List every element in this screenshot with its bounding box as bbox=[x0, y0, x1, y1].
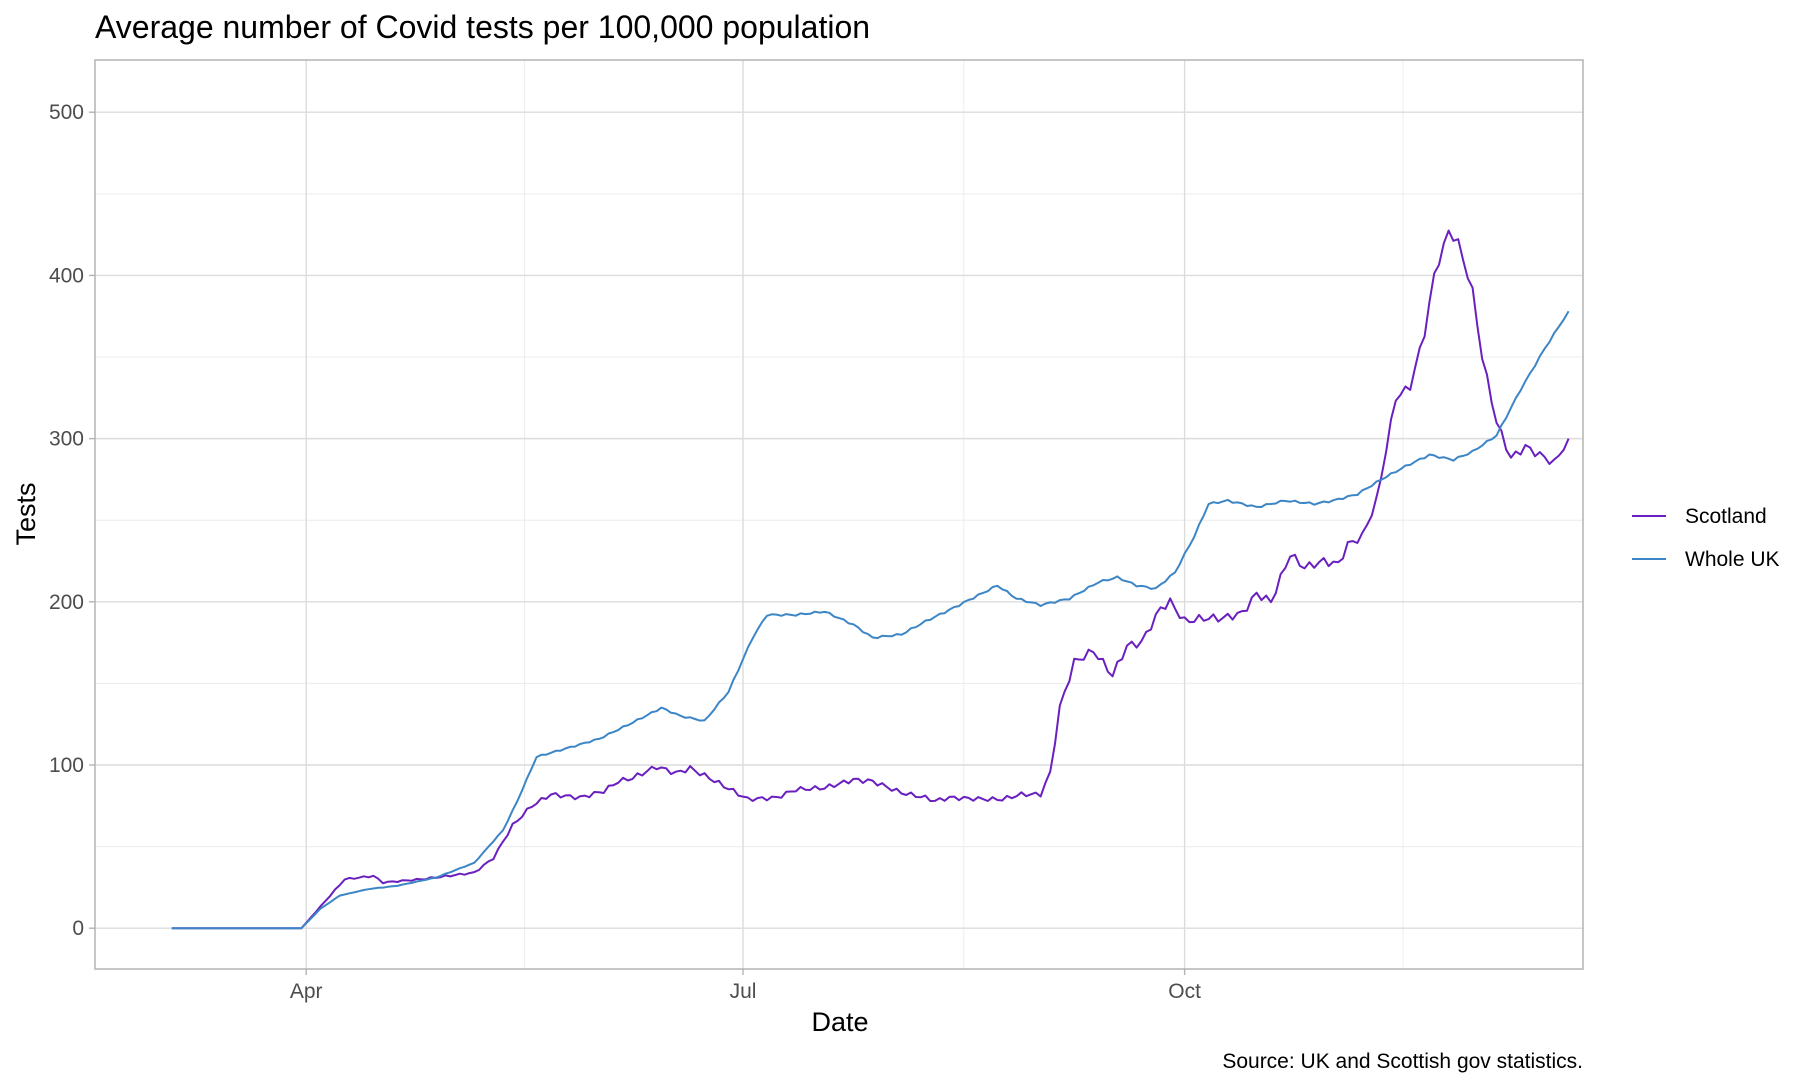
x-tick-label: Jul bbox=[730, 980, 757, 1003]
chart-caption: Source: UK and Scottish gov statistics. bbox=[1222, 1050, 1583, 1073]
y-tick-label: 0 bbox=[72, 917, 84, 940]
series-line-scotland bbox=[171, 229, 1570, 930]
y-axis-ticks: 0 100 200 300 400 500 bbox=[49, 101, 95, 940]
y-tick-label: 400 bbox=[49, 264, 84, 287]
plot-panel bbox=[94, 59, 1584, 970]
x-tick-label: Oct bbox=[1168, 980, 1201, 1003]
legend-label-scotland: Scotland bbox=[1685, 505, 1767, 528]
plot-background bbox=[95, 60, 1583, 969]
grid-minor bbox=[95, 60, 1583, 969]
y-tick-label: 100 bbox=[49, 754, 84, 777]
legend: Scotland Whole UK bbox=[1632, 505, 1780, 571]
y-tick-label: 200 bbox=[49, 591, 84, 614]
x-axis-ticks: Apr Jul Oct bbox=[290, 969, 1201, 1003]
chart-title: Average number of Covid tests per 100,00… bbox=[95, 9, 870, 45]
x-axis-title: Date bbox=[811, 1007, 868, 1037]
y-axis-title: Tests bbox=[11, 482, 41, 545]
y-tick-label: 500 bbox=[49, 101, 84, 124]
x-tick-label: Apr bbox=[290, 980, 323, 1003]
legend-label-whole-uk: Whole UK bbox=[1685, 548, 1780, 571]
series-lines bbox=[171, 229, 1570, 930]
plot-border bbox=[94, 59, 1584, 970]
series-line-whole-uk bbox=[171, 310, 1570, 930]
y-tick-label: 300 bbox=[49, 428, 84, 451]
grid-major bbox=[95, 60, 1583, 969]
